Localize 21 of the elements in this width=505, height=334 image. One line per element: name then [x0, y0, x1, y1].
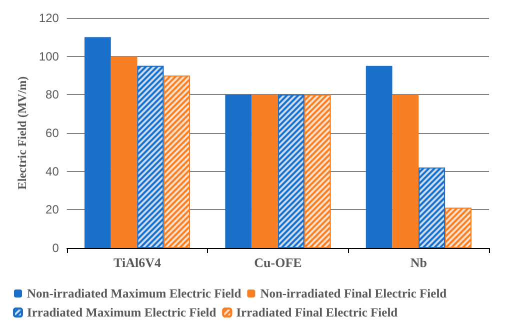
y-tick-label: 0 [52, 241, 60, 255]
bar [366, 66, 392, 248]
legend-label: Non-irradiated Maximum Electric Field [27, 286, 242, 300]
legend-label: Irradiated Final Electric Field [236, 306, 398, 320]
x-tick-label: Nb [410, 255, 427, 270]
y-tick-label: 80 [46, 88, 60, 102]
y-axis-title: Electric Field (MV/m) [15, 76, 29, 190]
bar [84, 37, 111, 248]
y-tick-label: 40 [46, 164, 60, 178]
y-tick-label: 120 [38, 11, 60, 25]
bar [110, 56, 138, 248]
legend-label: Non-irradiated Final Electric Field [260, 286, 447, 300]
y-tick-label: 20 [46, 202, 60, 217]
y-tick-label: 100 [38, 49, 60, 64]
legend-label: Irradiated Maximum Electric Field [27, 306, 216, 320]
x-tick-label: TiAl6V4 [114, 255, 162, 270]
x-tick-label: Cu-OFE [254, 255, 302, 270]
bar [252, 94, 278, 248]
y-tick-label: 60 [46, 126, 60, 140]
bar [392, 94, 419, 248]
bar [225, 94, 252, 248]
